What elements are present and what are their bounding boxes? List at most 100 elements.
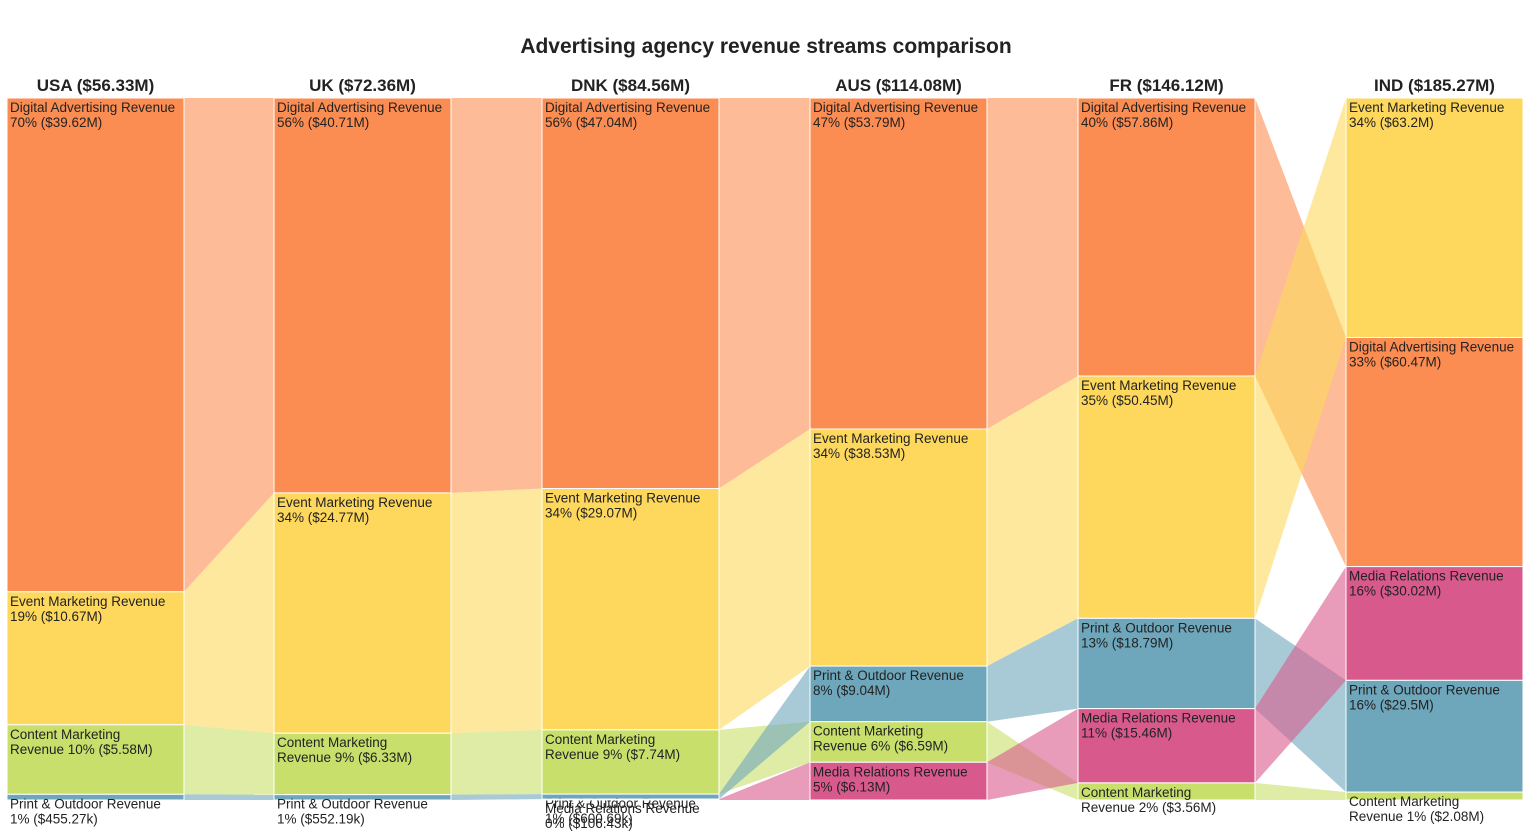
- column-0: USA ($56.33M) Digital Advertising Revenue…: [6, 76, 185, 826]
- segment-label-line2: 34% ($38.53M): [813, 446, 905, 461]
- segment-print-and-outdoor-revenue[interactable]: [1345, 679, 1524, 793]
- segment-label: Print & Outdoor Revenue 1% ($552.19k): [277, 797, 428, 827]
- segment-print-and-outdoor-revenue[interactable]: [273, 794, 452, 801]
- segment-label-line2: 56% ($40.71M): [277, 115, 369, 130]
- segment-label-line1: Print & Outdoor Revenue: [813, 668, 964, 683]
- segment-label: Digital Advertising Revenue 56% ($47.04M): [545, 100, 710, 130]
- segment-label-line1: Content Marketing: [1081, 785, 1191, 800]
- segment-label-line1: Digital Advertising Revenue: [10, 100, 175, 115]
- segment-label-line1: Content Marketing: [1349, 794, 1459, 809]
- segment-label-line1: Event Marketing Revenue: [545, 491, 700, 506]
- ribbon-digital-advertising-revenue-0: [184, 98, 274, 592]
- segment-label: Media Relations Revenue 16% ($30.02M): [1349, 569, 1504, 599]
- ribbon-event-marketing-revenue-3: [987, 375, 1078, 667]
- segment-event-marketing-revenue[interactable]: [6, 591, 185, 726]
- ribbon-event-marketing-revenue-0: [184, 492, 274, 734]
- ribbon-digital-advertising-revenue-2: [719, 98, 810, 489]
- segment-label-line2: 13% ($18.79M): [1081, 635, 1173, 650]
- segment-label-line1: Media Relations Revenue: [545, 801, 700, 816]
- segment-content-marketing-revenue[interactable]: [541, 729, 720, 795]
- segment-label-line2: 5% ($6.13M): [813, 779, 890, 794]
- segment-content-marketing-revenue[interactable]: [1345, 791, 1524, 801]
- segment-digital-advertising-revenue[interactable]: [6, 97, 185, 593]
- segment-label: Content Marketing Revenue 1% ($2.08M): [1349, 794, 1484, 824]
- ribbon-digital-advertising-revenue-3: [987, 98, 1078, 430]
- column-label: DNK ($84.56M): [571, 76, 690, 95]
- segment-digital-advertising-revenue[interactable]: [809, 97, 988, 430]
- segment-content-marketing-revenue[interactable]: [273, 732, 452, 796]
- segment-label-line1: Print & Outdoor Revenue: [1081, 620, 1232, 635]
- segment-label-line2: 35% ($50.45M): [1081, 393, 1173, 408]
- segment-content-marketing-revenue[interactable]: [1077, 782, 1256, 801]
- segment-label: Media Relations Revenue 0% ($106.43k): [545, 801, 700, 831]
- segment-digital-advertising-revenue[interactable]: [273, 97, 452, 494]
- segment-label-line2: 34% ($29.07M): [545, 506, 637, 521]
- segment-label: Content Marketing Revenue 9% ($6.33M): [277, 735, 412, 765]
- segment-label-line1: Digital Advertising Revenue: [1349, 339, 1514, 354]
- segment-label-line2: 16% ($30.02M): [1349, 584, 1441, 599]
- segment-media-relations-revenue[interactable]: [1345, 566, 1524, 681]
- segment-print-and-outdoor-revenue[interactable]: [809, 665, 988, 723]
- segment-label: Content Marketing Revenue 6% ($6.59M): [813, 724, 948, 754]
- column-label: UK ($72.36M): [309, 76, 416, 95]
- segment-media-relations-revenue[interactable]: [809, 761, 988, 801]
- segment-label-line1: Content Marketing: [277, 735, 387, 750]
- column-5: IND ($185.27M) Event Marketing Revenue 34%…: [1345, 76, 1524, 824]
- ribbons-layer: [184, 98, 1346, 800]
- segment-label: Event Marketing Revenue 34% ($38.53M): [813, 431, 968, 461]
- segment-print-and-outdoor-revenue[interactable]: [6, 793, 185, 801]
- segment-label-line1: Content Marketing: [545, 732, 655, 747]
- segment-label: Content Marketing Revenue 10% ($5.58M): [10, 727, 153, 757]
- segment-event-marketing-revenue[interactable]: [273, 492, 452, 734]
- ribbon-print-and-outdoor-revenue-3: [987, 618, 1078, 722]
- ribbon-event-marketing-revenue-1: [451, 488, 542, 734]
- segment-label-line2: Revenue 1% ($2.08M): [1349, 809, 1484, 824]
- segment-label-line2: 19% ($10.67M): [10, 609, 102, 624]
- segment-label-line2: 1% ($455.27k): [10, 811, 98, 826]
- segment-label: Digital Advertising Revenue 70% ($39.62M): [10, 100, 175, 130]
- segment-content-marketing-revenue[interactable]: [6, 724, 185, 795]
- segment-label-line1: Digital Advertising Revenue: [813, 100, 978, 115]
- segment-label: Media Relations Revenue 5% ($6.13M): [813, 764, 968, 794]
- chart-title: Advertising agency revenue streams compa…: [520, 35, 1011, 58]
- segment-label-line2: Revenue 6% ($6.59M): [813, 739, 948, 754]
- segment-event-marketing-revenue[interactable]: [809, 428, 988, 667]
- segment-label: Digital Advertising Revenue 47% ($53.79M): [813, 100, 978, 130]
- segment-label-line1: Event Marketing Revenue: [1349, 100, 1504, 115]
- segment-label-line1: Media Relations Revenue: [813, 764, 968, 779]
- ribbon-media-relations-revenue-2: [719, 762, 810, 800]
- segment-label-line1: Event Marketing Revenue: [277, 495, 432, 510]
- segment-event-marketing-revenue[interactable]: [1345, 97, 1524, 338]
- segment-label-line1: Event Marketing Revenue: [10, 594, 165, 609]
- segment-label-line2: 0% ($106.43k): [545, 816, 633, 831]
- segment-label: Media Relations Revenue 11% ($15.46M): [1081, 711, 1236, 741]
- segment-digital-advertising-revenue[interactable]: [1345, 336, 1524, 568]
- column-label: FR ($146.12M): [1109, 76, 1223, 95]
- segment-label-line2: 8% ($9.04M): [813, 683, 890, 698]
- segment-content-marketing-revenue[interactable]: [809, 721, 988, 763]
- segment-label-line2: 33% ($60.47M): [1349, 354, 1441, 369]
- segment-media-relations-revenue[interactable]: [541, 798, 720, 801]
- segment-label-line2: 1% ($600.69k): [545, 811, 633, 826]
- segment-label-line2: 11% ($15.46M): [1081, 726, 1172, 741]
- segment-event-marketing-revenue[interactable]: [1077, 375, 1256, 619]
- segment-label-line1: Media Relations Revenue: [1349, 569, 1504, 584]
- ribbon-media-relations-revenue-3: [987, 708, 1078, 800]
- ribbon-event-marketing-revenue-4: [1255, 98, 1346, 619]
- segment-label-line2: 34% ($63.2M): [1349, 115, 1434, 130]
- ribbon-media-relations-revenue-4: [1255, 566, 1346, 783]
- segment-digital-advertising-revenue[interactable]: [541, 97, 720, 490]
- ribbon-print-and-outdoor-revenue-1: [451, 794, 542, 800]
- segment-label: Content Marketing Revenue 2% ($3.56M): [1081, 785, 1216, 815]
- column-label: USA ($56.33M): [37, 76, 154, 95]
- ribbon-content-marketing-revenue-0: [184, 724, 274, 795]
- segment-digital-advertising-revenue[interactable]: [1077, 97, 1256, 377]
- segment-label-line1: Print & Outdoor Revenue: [10, 796, 161, 811]
- segment-event-marketing-revenue[interactable]: [541, 488, 720, 731]
- segment-label-line2: 40% ($57.86M): [1081, 115, 1173, 130]
- segment-label: Event Marketing Revenue 34% ($24.77M): [277, 495, 432, 525]
- segment-label-line2: Revenue 9% ($6.33M): [277, 750, 412, 765]
- segment-label: Print & Outdoor Revenue 13% ($18.79M): [1081, 620, 1232, 650]
- segment-label-line1: Print & Outdoor Revenue: [1349, 682, 1500, 697]
- segment-label-line2: Revenue 10% ($5.58M): [10, 742, 153, 757]
